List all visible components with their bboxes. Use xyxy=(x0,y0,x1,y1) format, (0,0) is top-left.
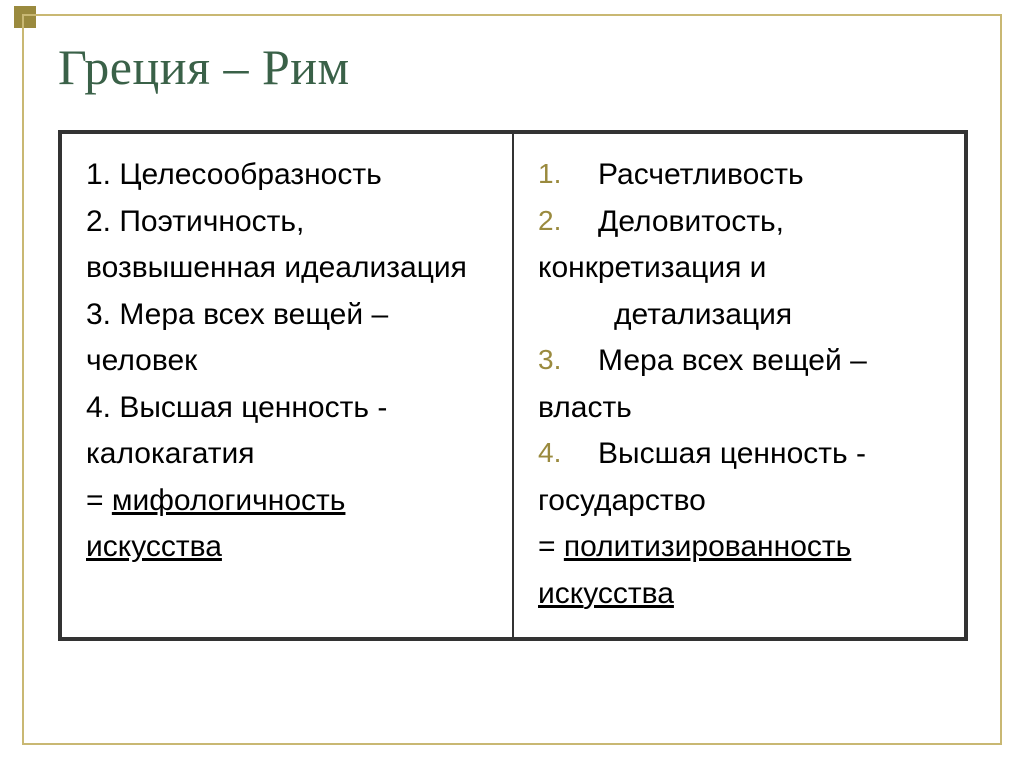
rome-item-2c: детализация xyxy=(538,292,946,339)
rome-item-3: 3.Мера всех вещей – власть xyxy=(538,338,946,431)
rome-item-1-text: Расчетливость xyxy=(598,158,804,191)
greece-conclusion-line2: искусства xyxy=(86,524,494,571)
rome-item-2-text: Деловитость, xyxy=(598,205,784,238)
greece-item-4: 4. Высшая ценность - калокагатия xyxy=(86,385,494,478)
cell-greece: 1. Целесообразность 2. Поэтичность, возв… xyxy=(61,133,513,638)
rome-conclusion-line1: = политизированность xyxy=(538,524,946,571)
greece-item-3: 3. Мера всех вещей – человек xyxy=(86,292,494,385)
rome-item-1: 1.Расчетливость xyxy=(538,152,946,199)
rome-item-4: 4.Высшая ценность - государство xyxy=(538,431,946,524)
rome-conclusion-line2: искусства xyxy=(538,571,946,618)
slide-title: Греция – Рим xyxy=(58,38,350,96)
greece-item-1: 1. Целесообразность xyxy=(86,152,494,199)
greece-item-2b: возвышенная идеализация xyxy=(86,245,494,292)
comparison-table: 1. Целесообразность 2. Поэтичность, возв… xyxy=(58,130,968,641)
rome-item-2: 2.Деловитость, xyxy=(538,199,946,246)
rome-eq: = xyxy=(538,530,564,563)
greece-conclusion-line1: = мифологичность xyxy=(86,478,494,525)
list-marker-icon: 1. xyxy=(538,152,598,195)
rome-concl-underlined: политизированность xyxy=(564,530,851,563)
rome-item-2b: конкретизация и xyxy=(538,245,946,292)
slide: Греция – Рим 1. Целесообразность 2. Поэт… xyxy=(0,0,1024,767)
cell-rome: 1.Расчетливость 2.Деловитость, конкретиз… xyxy=(513,133,965,638)
list-marker-icon: 3. xyxy=(538,338,598,381)
list-marker-icon: 2. xyxy=(538,199,598,242)
greece-item-2: 2. Поэтичность, xyxy=(86,199,494,246)
corner-square-icon xyxy=(14,6,36,28)
greece-concl-underlined: мифологичность xyxy=(112,484,346,517)
greece-eq: = xyxy=(86,484,112,517)
list-marker-icon: 4. xyxy=(538,431,598,474)
table-row: 1. Целесообразность 2. Поэтичность, возв… xyxy=(61,133,965,638)
